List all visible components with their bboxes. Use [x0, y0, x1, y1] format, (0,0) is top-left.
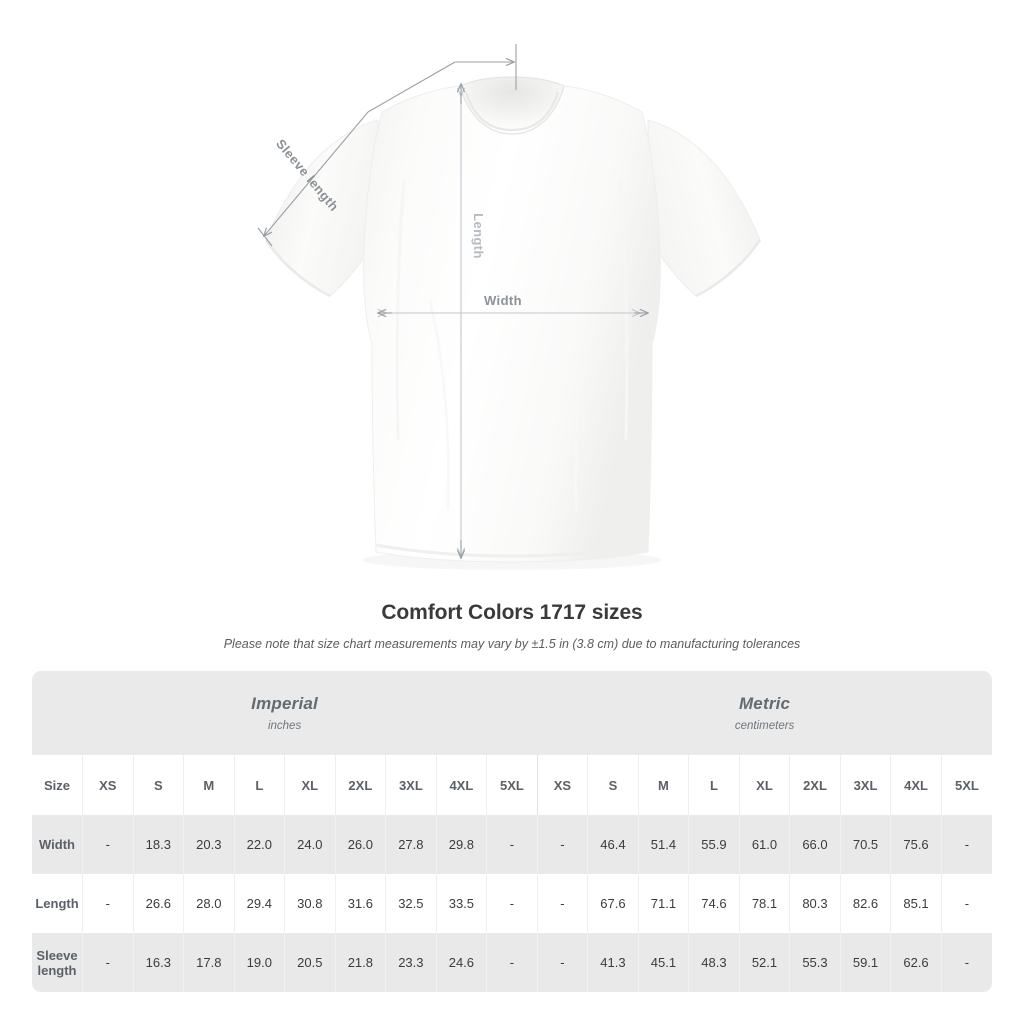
cell-sleeve-imperial-xl: 20.5	[284, 933, 336, 992]
cell-length-imperial-xs: -	[82, 874, 134, 933]
size-header-imperial-xl: XL	[284, 755, 336, 815]
cell-length-imperial-m: 28.0	[183, 874, 235, 933]
row-label-width: Width	[32, 815, 83, 874]
cell-sleeve-metric-l: 48.3	[688, 933, 740, 992]
cell-length-metric-xs: -	[536, 874, 588, 933]
cell-sleeve-imperial-xs: -	[82, 933, 134, 992]
size-header-metric-l: L	[688, 755, 740, 815]
sleeve-length-dimension	[257, 44, 517, 247]
cell-length-metric-xl: 78.1	[738, 874, 790, 933]
cell-length-imperial-xl: 30.8	[284, 874, 336, 933]
size-header-metric-xl: XL	[738, 755, 790, 815]
cell-width-imperial-l: 22.0	[233, 815, 285, 874]
table-row: Sleeve length - 16.3 17.8 19.0 20.5 21.8…	[32, 933, 992, 992]
row-label-length: Length	[32, 874, 83, 933]
cell-width-imperial-4xl: 29.8	[435, 815, 487, 874]
cell-sleeve-metric-5xl: -	[940, 933, 992, 992]
cell-width-imperial-3xl: 27.8	[385, 815, 437, 874]
cell-sleeve-metric-xs: -	[536, 933, 588, 992]
cell-width-imperial-5xl: -	[486, 815, 538, 874]
unit-cell-metric: Metric centimeters	[537, 671, 992, 755]
title-block: Comfort Colors 1717 sizes Please note th…	[0, 598, 1024, 652]
cell-sleeve-imperial-4xl: 24.6	[435, 933, 487, 992]
cell-sleeve-metric-4xl: 62.6	[890, 933, 942, 992]
cell-length-metric-3xl: 82.6	[839, 874, 891, 933]
cell-width-imperial-xs: -	[82, 815, 134, 874]
cell-sleeve-imperial-l: 19.0	[233, 933, 285, 992]
unit-name-imperial: Imperial	[251, 694, 318, 713]
cell-width-metric-s: 46.4	[587, 815, 639, 874]
size-header-metric-3xl: 3XL	[839, 755, 891, 815]
cell-length-imperial-3xl: 32.5	[385, 874, 437, 933]
size-header-imperial-5xl: 5XL	[486, 755, 538, 815]
size-header-imperial-m: M	[183, 755, 235, 815]
cell-width-metric-m: 51.4	[637, 815, 689, 874]
cell-width-imperial-xl: 24.0	[284, 815, 336, 874]
size-header-imperial-2xl: 2XL	[334, 755, 386, 815]
size-header-metric-2xl: 2XL	[789, 755, 841, 815]
cell-sleeve-imperial-m: 17.8	[183, 933, 235, 992]
size-header-imperial-3xl: 3XL	[385, 755, 437, 815]
unit-cell-imperial: Imperial inches	[32, 671, 538, 755]
length-label: Length	[471, 213, 486, 259]
cell-width-metric-2xl: 66.0	[789, 815, 841, 874]
cell-width-imperial-2xl: 26.0	[334, 815, 386, 874]
size-header-imperial-l: L	[233, 755, 285, 815]
size-chart-table: Imperial inches Metric centimeters Size	[32, 671, 992, 992]
cell-length-metric-2xl: 80.3	[789, 874, 841, 933]
row-label-sleeve-length: Sleeve length	[32, 933, 83, 992]
width-label: Width	[484, 293, 522, 308]
size-header-imperial-4xl: 4XL	[435, 755, 487, 815]
size-header-metric-s: S	[587, 755, 639, 815]
cell-sleeve-metric-m: 45.1	[637, 933, 689, 992]
unit-sub-metric: centimeters	[734, 720, 795, 732]
size-header-metric-m: M	[637, 755, 689, 815]
cell-sleeve-metric-3xl: 59.1	[839, 933, 891, 992]
page-title: Comfort Colors 1717 sizes	[381, 601, 643, 624]
cell-length-metric-m: 71.1	[637, 874, 689, 933]
cell-width-metric-3xl: 70.5	[839, 815, 891, 874]
cell-sleeve-imperial-2xl: 21.8	[334, 933, 386, 992]
unit-name-metric: Metric	[738, 694, 791, 713]
size-header-metric-5xl: 5XL	[940, 755, 992, 815]
size-header-metric-xs: XS	[536, 755, 588, 815]
shirt-graphic	[264, 76, 762, 563]
cell-width-imperial-m: 20.3	[183, 815, 235, 874]
tshirt-diagram: Sleeve length Length Width	[257, 44, 762, 563]
cell-width-imperial-s: 18.3	[132, 815, 184, 874]
cell-sleeve-metric-s: 41.3	[587, 933, 639, 992]
cell-length-metric-l: 74.6	[688, 874, 740, 933]
size-header-imperial-s: S	[132, 755, 184, 815]
cell-width-metric-5xl: -	[940, 815, 992, 874]
tolerance-note: Please note that size chart measurements…	[223, 637, 801, 651]
cell-length-metric-s: 67.6	[587, 874, 639, 933]
size-header-row: Size XS S M L XL 2XL 3XL 4XL 5XL XS S M …	[32, 755, 992, 815]
cell-sleeve-metric-2xl: 55.3	[789, 933, 841, 992]
cell-length-imperial-2xl: 31.6	[334, 874, 386, 933]
cell-length-metric-4xl: 85.1	[890, 874, 942, 933]
size-chart-table-wrapper: Imperial inches Metric centimeters Size	[32, 671, 992, 992]
cell-length-metric-5xl: -	[940, 874, 992, 933]
cell-width-metric-l: 55.9	[688, 815, 740, 874]
unit-header-row: Imperial inches Metric centimeters	[32, 671, 992, 755]
cell-width-metric-xs: -	[536, 815, 588, 874]
cell-sleeve-imperial-3xl: 23.3	[385, 933, 437, 992]
unit-sub-imperial: inches	[267, 720, 302, 732]
size-header-imperial-xs: XS	[82, 755, 134, 815]
size-header-metric-4xl: 4XL	[890, 755, 942, 815]
cell-width-metric-xl: 61.0	[738, 815, 790, 874]
cell-sleeve-imperial-5xl: -	[486, 933, 538, 992]
cell-sleeve-metric-xl: 52.1	[738, 933, 790, 992]
table-row: Length - 26.6 28.0 29.4 30.8 31.6 32.5 3…	[32, 874, 992, 933]
cell-length-imperial-5xl: -	[486, 874, 538, 933]
cell-sleeve-imperial-s: 16.3	[132, 933, 184, 992]
cell-length-imperial-l: 29.4	[233, 874, 285, 933]
size-label-cell: Size	[32, 755, 83, 815]
cell-length-imperial-s: 26.6	[132, 874, 184, 933]
cell-width-metric-4xl: 75.6	[890, 815, 942, 874]
table-row: Width - 18.3 20.3 22.0 24.0 26.0 27.8 29…	[32, 815, 992, 874]
cell-length-imperial-4xl: 33.5	[435, 874, 487, 933]
